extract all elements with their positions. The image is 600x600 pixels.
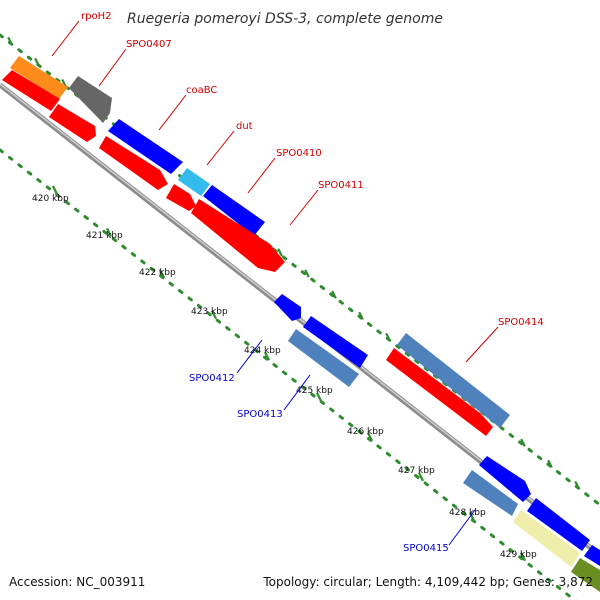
inner-tick-1 (105, 227, 113, 237)
feature-olive[interactable] (571, 558, 600, 592)
callout-SPO0411 (289, 189, 319, 226)
tick-labels: 420 kbp 421 kbp 422 kbp 423 kbp 424 kbp … (32, 194, 537, 560)
outer-tick (574, 480, 580, 490)
tick-label-420: 420 kbp (32, 194, 69, 204)
feature-rpoH2[interactable] (10, 56, 68, 99)
feature-SPO0412[interactable] (303, 316, 368, 368)
outer-tick (385, 332, 391, 342)
inner-tick-8 (468, 512, 476, 522)
inner-ruler-dots (0, 148, 577, 600)
inner-tick-4 (263, 351, 271, 361)
callout-rpoH2 (51, 20, 80, 57)
label-dut[interactable]: dut (236, 121, 253, 132)
inner-tick-2 (158, 269, 166, 279)
callout-SPO0412 (236, 339, 263, 374)
inner-tick-7 (417, 472, 425, 482)
inner-tick-5 (315, 392, 323, 402)
feature-red-4[interactable] (166, 184, 196, 211)
topology-summary: Topology: circular; Length: 4,109,442 bp… (262, 575, 593, 589)
tick-label-421: 421 kbp (86, 231, 123, 241)
tick-label-423: 423 kbp (191, 307, 228, 317)
label-SPO0407[interactable]: SPO0407 (126, 39, 172, 50)
feature-red-5[interactable] (386, 348, 493, 436)
gene-labels: rpoH2 SPO0407 coaBC dut SPO0410 SPO0411 … (81, 11, 544, 554)
feature-blue-arrow-1[interactable] (479, 456, 531, 502)
accession-text: Accession: NC_003911 (9, 575, 145, 589)
feature-red-1[interactable] (2, 70, 60, 111)
outer-tick (358, 311, 364, 320)
tick-label-427: 427 kbp (398, 466, 435, 476)
feature-blue-3[interactable] (584, 545, 600, 566)
label-SPO0415[interactable]: SPO0415 (403, 543, 449, 554)
callout-SPO0410 (247, 157, 276, 194)
callout-dut (206, 130, 235, 166)
inner-ticks (51, 185, 527, 562)
label-SPO0412[interactable]: SPO0412 (189, 373, 235, 384)
tick-label-429: 429 kbp (500, 550, 537, 560)
feature-red-3[interactable] (99, 136, 168, 190)
label-SPO0414[interactable]: SPO0414 (498, 317, 544, 328)
label-SPO0413[interactable]: SPO0413 (237, 409, 283, 420)
callout-SPO0407 (98, 48, 127, 87)
feature-dut[interactable] (178, 168, 210, 196)
feature-SPO0412-arrow[interactable] (274, 294, 301, 321)
feature-khaki[interactable] (513, 510, 580, 567)
callout-SPO0415 (448, 509, 476, 546)
inner-tick-0 (51, 185, 59, 195)
feature-SPO0415[interactable] (463, 470, 518, 516)
inner-tick-3 (210, 310, 218, 320)
callout-coaBC (158, 94, 187, 131)
feature-SPO0414[interactable] (397, 333, 510, 428)
outer-tick (547, 459, 553, 468)
map-title: Ruegeria pomeroyi DSS-3, complete genome (127, 11, 443, 27)
outer-tick (331, 290, 337, 299)
outer-tick (277, 248, 283, 257)
feature-SPO0411[interactable] (191, 199, 285, 272)
callout-lines (51, 20, 499, 546)
tick-label-426: 426 kbp (347, 427, 384, 437)
tick-label-424: 424 kbp (244, 346, 281, 356)
label-rpoH2[interactable]: rpoH2 (81, 11, 111, 22)
feature-blue-2[interactable] (527, 498, 590, 551)
inner-tick-6 (366, 432, 374, 442)
inner-tick-9 (519, 552, 527, 562)
label-SPO0411[interactable]: SPO0411 (318, 180, 364, 191)
callout-SPO0414 (465, 326, 499, 363)
feature-coaBC[interactable] (108, 119, 183, 174)
features (2, 56, 600, 592)
label-SPO0410[interactable]: SPO0410 (276, 148, 322, 159)
label-coaBC[interactable]: coaBC (186, 85, 217, 96)
feature-SPO0413[interactable] (288, 329, 359, 387)
outer-tick (34, 57, 40, 67)
feature-SPO0407[interactable] (69, 76, 112, 123)
outer-tick (7, 36, 13, 45)
tick-label-428: 428 kbp (449, 508, 486, 518)
tick-label-422: 422 kbp (139, 268, 176, 278)
feature-red-2[interactable] (49, 104, 96, 142)
callout-SPO0413 (283, 374, 311, 411)
tick-label-425: 425 kbp (296, 386, 333, 396)
feature-SPO0410[interactable] (203, 185, 265, 236)
outer-tick (304, 269, 310, 278)
outer-tick (520, 438, 526, 447)
